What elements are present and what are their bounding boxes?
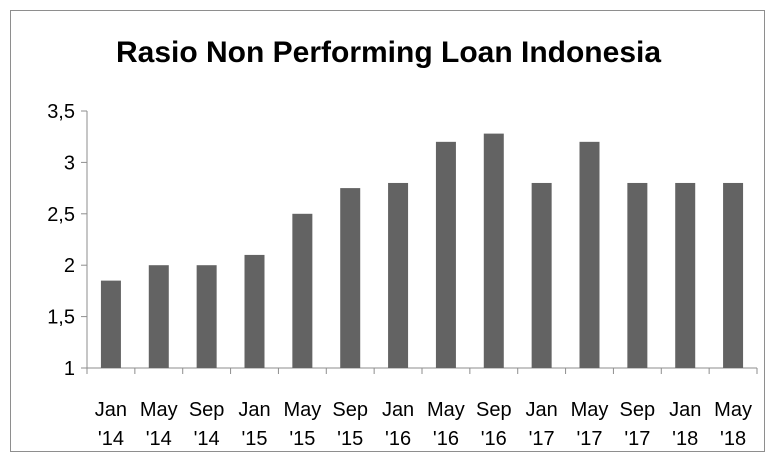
- x-tick-label-year: '18: [720, 428, 746, 450]
- x-tick-label-month: May: [714, 399, 752, 421]
- x-tick-label-month: Sep: [476, 399, 512, 421]
- x-tick-label-year: '17: [576, 428, 602, 450]
- x-tick-label-year: '16: [433, 428, 459, 450]
- x-tick-label-month: Jan: [95, 399, 127, 421]
- bar: [292, 213, 313, 368]
- x-tick-label-year: '18: [672, 428, 698, 450]
- bar: [244, 254, 265, 368]
- bar: [579, 141, 600, 368]
- x-tick-label-year: '14: [194, 428, 220, 450]
- x-tick-label-month: May: [140, 399, 178, 421]
- x-tick-label-month: May: [571, 399, 609, 421]
- x-axis: Jan '14 May '14 Sep '14 Jan '15 May '15 Sep '15 Jan '…: [86, 367, 758, 450]
- x-tick-label-year: '16: [385, 428, 411, 450]
- x-tick-label-month: Sep: [332, 399, 368, 421]
- x-tick-label-year: '15: [241, 428, 267, 450]
- x-tick-label-year: '14: [146, 428, 172, 450]
- x-tick-label-month: Sep: [189, 399, 225, 421]
- chart-title: Rasio Non Performing Loan Indonesia: [115, 36, 662, 69]
- bar: [627, 182, 648, 368]
- bar: [483, 133, 504, 368]
- x-tick-label-year: '17: [624, 428, 650, 450]
- bar: [148, 265, 169, 368]
- y-tick-label: 2: [64, 255, 75, 277]
- x-tick-label-year: '15: [289, 428, 315, 450]
- x-tick-label-month: Jan: [669, 399, 701, 421]
- x-tick-label-year: '14: [98, 428, 124, 450]
- y-axis: 1 1,5 2 2,5 3 3,5: [47, 101, 88, 380]
- y-tick-label: 3: [64, 152, 75, 174]
- x-tick-label-year: '17: [529, 428, 555, 450]
- bars: [100, 133, 744, 368]
- bar: [435, 141, 456, 368]
- bar: [723, 182, 744, 368]
- x-tick-label-month: Jan: [238, 399, 270, 421]
- y-tick-label: 2,5: [47, 204, 75, 226]
- y-tick-label: 3,5: [47, 101, 75, 123]
- bar: [196, 265, 217, 368]
- bar: [100, 280, 121, 368]
- y-tick-label: 1,5: [47, 307, 75, 329]
- x-tick-label-month: Jan: [526, 399, 558, 421]
- x-tick-label-month: May: [283, 399, 321, 421]
- y-tick-label: 1: [64, 358, 75, 380]
- x-tick-label-year: '16: [481, 428, 507, 450]
- x-tick-label-month: May: [427, 399, 465, 421]
- x-tick-label-month: Sep: [620, 399, 656, 421]
- x-tick-label-month: Jan: [382, 399, 414, 421]
- x-tick-label-year: '15: [337, 428, 363, 450]
- bar: [675, 182, 696, 368]
- bar: [388, 182, 409, 368]
- bar: [340, 188, 361, 368]
- bar: [531, 182, 552, 368]
